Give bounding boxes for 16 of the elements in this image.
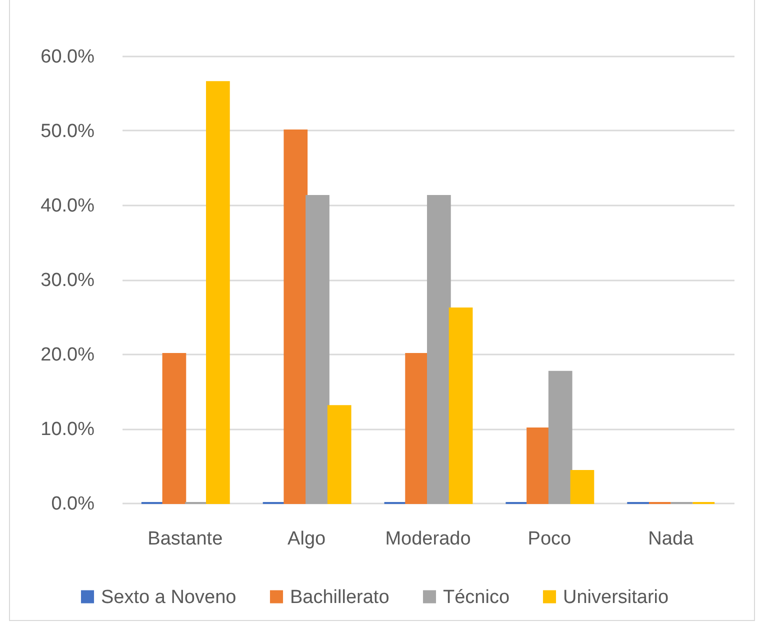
x-tick-label: Nada	[648, 528, 694, 550]
y-tick-label: 30.0%	[40, 270, 95, 291]
x-tick-label: Moderado	[385, 528, 471, 550]
y-tick-label: 50.0%	[40, 121, 95, 142]
legend-label: Sexto a Noveno	[101, 586, 236, 608]
x-tick-label: Algo	[288, 528, 326, 550]
legend-label: Universitario	[563, 586, 669, 608]
y-tick-label: 20.0%	[40, 344, 95, 366]
y-tick-label: 40.0%	[40, 196, 95, 216]
y-tick-label: 60.0%	[40, 46, 95, 68]
x-tick-label: Bastante	[148, 528, 223, 550]
x-tick-label: Poco	[528, 528, 572, 550]
legend-label: Técnico	[443, 586, 510, 608]
y-tick-label: 10.0%	[40, 419, 95, 440]
legend-label: Bachillerato	[290, 586, 390, 608]
y-tick-label: 0.0%	[51, 494, 95, 514]
